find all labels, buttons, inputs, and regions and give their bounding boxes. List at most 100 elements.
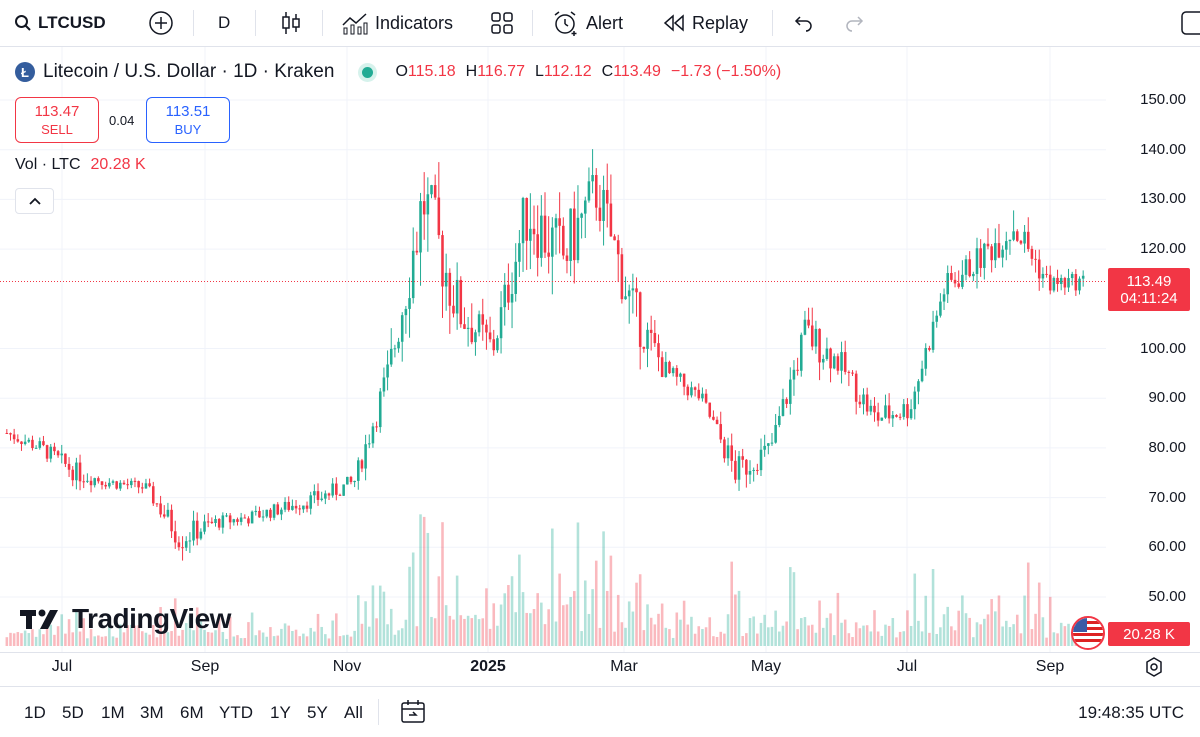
candle-up [313, 491, 316, 496]
volume-bar [236, 635, 239, 646]
volume-bar [108, 621, 111, 646]
volume-bar [12, 633, 16, 646]
volume-bar [199, 621, 203, 646]
change-value: −1.73 (−1.50%) [670, 63, 782, 80]
redo-button[interactable] [844, 0, 866, 46]
candle-up [280, 509, 283, 515]
candle-down [1037, 259, 1041, 279]
volume-bar [159, 607, 162, 646]
volume-bar [349, 636, 353, 646]
candle-down [155, 503, 159, 505]
tradingview-logo[interactable]: TradingView [20, 603, 231, 635]
range-5y[interactable]: 5Y [307, 703, 328, 722]
go-to-date-button[interactable] [400, 699, 426, 730]
chart-type-button[interactable] [280, 0, 302, 46]
replay-button[interactable]: Replay [662, 0, 748, 46]
candle-up [701, 393, 704, 399]
candle-up [408, 298, 411, 309]
volume-bar [338, 636, 342, 646]
volume-bar [814, 632, 818, 646]
time-axis[interactable]: Jul Sep Nov 2025 Mar May Jul Sep [0, 652, 1200, 683]
volume-bars [5, 514, 1085, 646]
volume-bar [898, 631, 902, 646]
time-label: Jul [51, 658, 73, 675]
candle-down [620, 254, 624, 300]
volume-bar [100, 636, 104, 646]
range-1d[interactable]: 1D [24, 703, 46, 722]
candle-up [192, 520, 195, 541]
candle-up [393, 348, 397, 350]
candle-down [609, 203, 613, 237]
candle-up [551, 227, 554, 257]
candle-up [1012, 231, 1015, 240]
price-axis-label: 120.00 [1140, 240, 1186, 258]
volume-bar [155, 637, 159, 646]
volume-bar [818, 600, 821, 646]
volume-bar [562, 605, 565, 646]
indicators-button[interactable]: Indicators [341, 0, 453, 46]
candle-down [236, 519, 239, 522]
candle-up [931, 321, 935, 350]
buy-button[interactable]: 113.51 BUY [146, 97, 230, 143]
volume-bar [320, 626, 323, 646]
candle-down [986, 243, 990, 247]
volume-bar [122, 632, 126, 646]
range-1y[interactable]: 1Y [270, 703, 291, 722]
volume-bar [382, 591, 386, 646]
range-3m[interactable]: 3M [140, 703, 164, 722]
volume-bar [5, 637, 9, 646]
candle-down [865, 394, 869, 412]
candle-down [133, 480, 137, 482]
candle-up [371, 426, 375, 444]
candle-up [994, 243, 997, 261]
range-all[interactable]: All [344, 703, 363, 722]
candle-down [45, 445, 49, 459]
volume-bar [346, 634, 349, 646]
volume-bar [935, 633, 939, 646]
candle-down [217, 519, 221, 528]
candle-down [649, 329, 653, 333]
candle-down [488, 332, 492, 340]
volume-bar [704, 627, 708, 646]
volume-bar [170, 631, 173, 646]
collapse-legend-button[interactable] [15, 188, 54, 214]
candle-down [638, 292, 642, 347]
symbol-search[interactable]: LTCUSD [14, 0, 106, 46]
undo-button[interactable] [792, 0, 814, 46]
volume-bar [78, 631, 82, 646]
volume-bar [477, 619, 481, 646]
range-5d[interactable]: 5D [62, 703, 84, 722]
sell-price: 113.47 [34, 103, 80, 120]
settings-gear-icon[interactable] [1144, 657, 1164, 682]
volume-bar [64, 633, 67, 646]
volume-bar [649, 617, 653, 646]
range-1m[interactable]: 1M [101, 703, 125, 722]
candle-up [891, 415, 895, 419]
symbol-legend[interactable]: Ł Litecoin / U.S. Dollar · 1D · Kraken O… [15, 61, 781, 83]
volume-bar [920, 631, 924, 646]
volume-bar [353, 630, 356, 646]
candle-down [1056, 277, 1059, 285]
candle-down [82, 481, 85, 483]
layouts-button[interactable] [490, 0, 514, 46]
volume-bar [437, 576, 441, 646]
candle-down [616, 240, 620, 255]
volume-legend[interactable]: Vol · LTC 20.28 K [15, 156, 146, 174]
sell-button[interactable]: 113.47 SELL [15, 97, 99, 143]
candle-down [796, 369, 799, 371]
time-label: May [750, 658, 782, 675]
fullscreen-button[interactable] [1180, 0, 1200, 46]
add-symbol-button[interactable] [148, 0, 174, 46]
alert-button[interactable]: Alert [552, 0, 623, 46]
volume-bar [327, 638, 331, 646]
volume-bar [631, 611, 635, 646]
volume-bar [620, 622, 624, 646]
range-6m[interactable]: 6M [180, 703, 204, 722]
range-ytd[interactable]: YTD [219, 703, 253, 722]
us-flag-icon[interactable] [1071, 616, 1105, 650]
utc-clock[interactable]: 19:48:35 UTC [1078, 703, 1184, 722]
candle-up [909, 409, 913, 419]
candle-up [466, 327, 470, 329]
interval-button[interactable]: D [218, 0, 230, 46]
